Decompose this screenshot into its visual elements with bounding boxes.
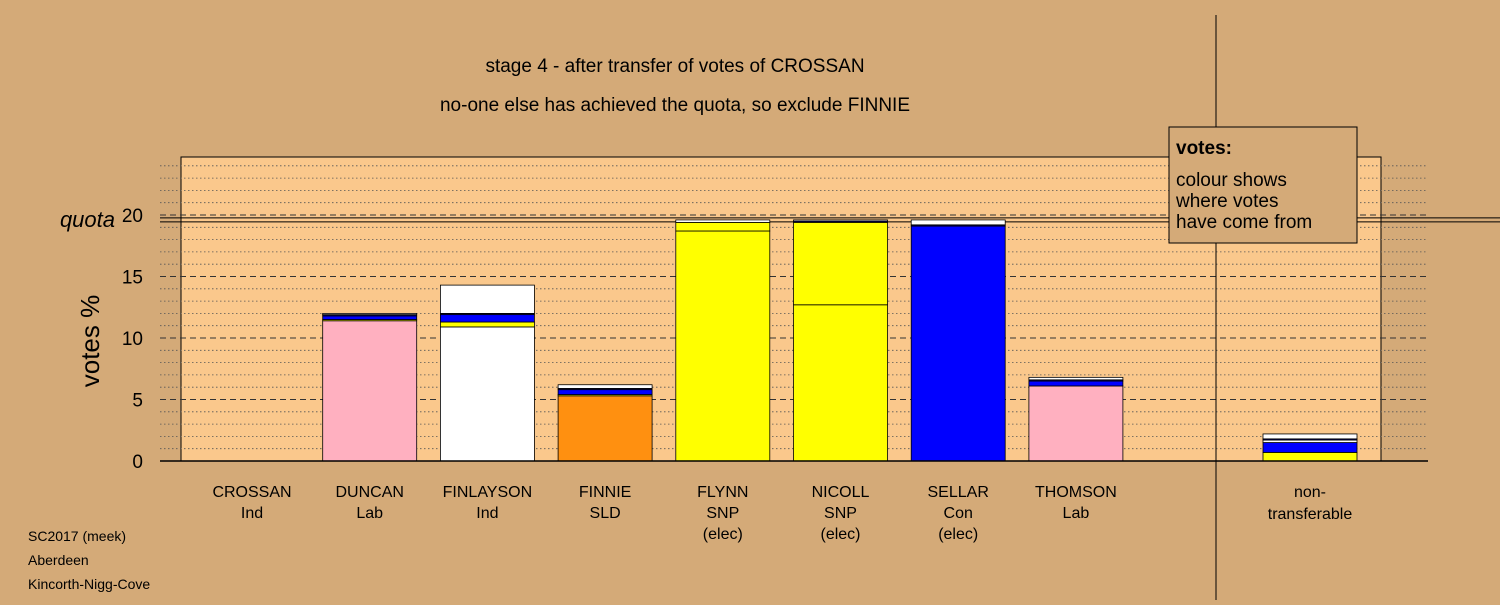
chart-subtitle: no-one else has achieved the quota, so e… (440, 95, 910, 116)
y-tick-label: 15 (122, 268, 143, 289)
bar-segment (675, 219, 771, 223)
nontransferable-bar-segment (1262, 442, 1358, 453)
legend-line: have come from (1176, 212, 1312, 233)
candidate-party-label: Ind (241, 505, 263, 522)
bar-segment (557, 384, 653, 389)
bar-segment (439, 314, 535, 323)
candidate-name-label: DUNCAN (335, 484, 403, 501)
legend-line: colour shows (1176, 170, 1287, 191)
candidate-party-label: Ind (476, 505, 498, 522)
bar-segment (1028, 376, 1124, 381)
candidate-status-label: (elec) (820, 526, 860, 543)
chart-title: stage 4 - after transfer of votes of CRO… (485, 56, 864, 77)
bar-segment (557, 389, 653, 395)
y-tick-label: 10 (122, 329, 143, 350)
bar-segment (439, 284, 535, 314)
footer-system: SC2017 (meek) (28, 528, 126, 544)
y-axis-label: votes % (75, 295, 105, 388)
candidate-party-label: Con (944, 505, 973, 522)
candidate-name-label: NICOLL (812, 484, 870, 501)
candidate-name-label: CROSSAN (212, 484, 291, 501)
candidate-status-label: (elec) (938, 526, 978, 543)
bar-segment (793, 219, 888, 222)
bar-segment (322, 315, 418, 320)
y-tick-label: 0 (132, 452, 143, 473)
bar-segment (439, 321, 535, 328)
candidate-name-label: SELLAR (928, 484, 989, 501)
legend: votes: colour shows where votes have com… (1168, 126, 1358, 244)
bar-segment (910, 219, 1006, 226)
bar-segment (322, 320, 418, 462)
bar-segment (910, 225, 1006, 462)
footer-ward: Kincorth-Nigg-Cove (28, 576, 150, 592)
candidate-party-label: SNP (824, 505, 857, 522)
candidate-status-label: (elec) (703, 526, 743, 543)
bar-segment (557, 395, 653, 462)
y-tick-label: 5 (132, 391, 143, 412)
legend-title: votes: (1176, 138, 1232, 159)
candidate-name-label: THOMSON (1035, 484, 1117, 501)
quota-label: quota (60, 207, 115, 232)
nontransferable-bar-segment (1262, 433, 1358, 440)
nontransferable-label: transferable (1268, 506, 1353, 523)
bar-segment (439, 326, 535, 462)
bar-segment (675, 230, 771, 462)
footer-council: Aberdeen (28, 552, 89, 568)
legend-line: where votes (1175, 191, 1278, 212)
candidate-party-label: SLD (590, 505, 621, 522)
candidate-name-label: FLYNN (697, 484, 748, 501)
candidate-party-label: SNP (706, 505, 739, 522)
bar-segment (1028, 385, 1124, 462)
y-tick-label: 20 (122, 206, 143, 227)
bar-segment (322, 312, 418, 316)
bar-segment (793, 304, 888, 462)
candidate-party-label: Lab (356, 505, 383, 522)
candidate-party-label: Lab (1063, 505, 1090, 522)
nontransferable-label: non- (1294, 484, 1326, 501)
nontransferable-bar-segment (1262, 451, 1358, 462)
candidate-name-label: FINLAYSON (443, 484, 533, 501)
bar-segment (675, 221, 771, 232)
bar-segment (1028, 380, 1124, 387)
candidate-name-label: FINNIE (579, 484, 631, 501)
legend-box (1168, 126, 1358, 244)
bar-segment (793, 221, 888, 306)
